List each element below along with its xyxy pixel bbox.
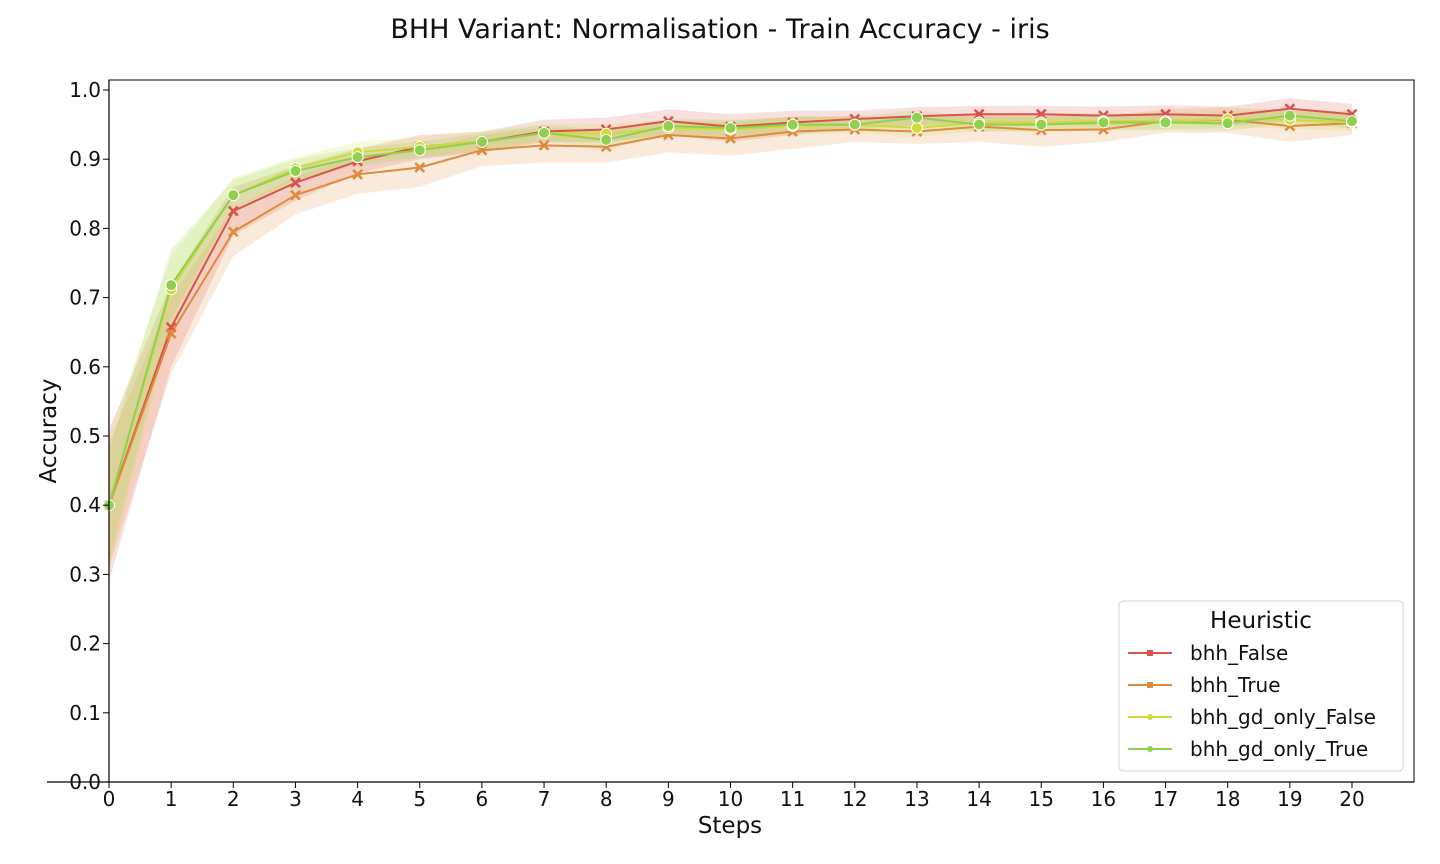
x-tick-label: 0 [103,787,116,811]
data-point-circle-marker [1035,118,1048,131]
y-tick-label: 1.0 [69,78,101,102]
chart-title: BHH Variant: Normalisation - Train Accur… [390,14,1049,45]
data-point-circle-marker [1346,115,1358,128]
y-tick-label: 0.1 [69,701,101,725]
data-point-circle-marker [910,111,923,124]
legend-item: bhh_gd_only_False [1128,705,1376,729]
y-axis-label: Accuracy [36,378,62,483]
legend-item: bhh_True [1128,673,1281,697]
data-point-circle-marker [724,122,737,135]
x-tick-label: 11 [780,787,805,811]
y-tick-label: 0.4 [69,493,101,517]
x-axis-ticks: 0 1 2 3 4 5 6 7 8 9 10 11 12 13 14 15 16 17 18 19 20 [103,782,1365,811]
data-point-circle-marker [1221,117,1234,130]
data-point-x-marker [725,133,736,144]
y-tick-label: 0.0 [69,770,101,794]
y-axis-ticks: 0.0 0.1 0.2 0.3 0.4 0.5 0.6 0.7 0.8 0.9 1.0 [69,78,109,794]
x-tick-label: 5 [413,787,426,811]
x-tick-label: 12 [842,787,867,811]
data-point-circle-marker [910,122,923,135]
data-point-circle-marker [1159,116,1172,129]
x-tick-label: 7 [538,787,551,811]
data-point-circle-marker [1097,116,1110,129]
data-point-x-marker [414,162,426,173]
data-point-x-marker [1035,108,1047,120]
legend-label: bhh_gd_only_True [1190,737,1368,761]
y-tick-label: 0.8 [69,216,101,240]
x-tick-label: 14 [966,787,991,811]
x-tick-label: 13 [904,787,929,811]
data-point-x-marker [352,169,364,180]
y-tick-label: 0.9 [69,147,101,171]
data-point-x-marker [165,328,177,340]
data-point-x-marker [227,205,239,217]
y-tick-label: 0.5 [69,424,101,448]
x-tick-label: 19 [1277,787,1302,811]
y-tick-label: 0.3 [69,562,101,586]
x-tick-label: 2 [227,787,240,811]
data-point-x-marker [290,189,301,201]
legend-label: bhh_True [1190,673,1281,697]
data-point-x-marker [538,139,550,151]
series-markers [103,103,1358,512]
y-tick-label: 0.7 [69,286,101,310]
data-point-circle-marker [848,118,861,131]
legend-swatch-marker [1147,650,1153,656]
data-point-circle-marker [351,151,364,164]
data-point-x-marker [973,108,985,120]
data-point-x-marker [290,177,301,189]
x-tick-label: 18 [1215,787,1240,811]
x-tick-label: 10 [718,787,743,811]
legend-swatch-marker [1147,746,1153,752]
data-point-circle-marker [475,135,488,148]
x-tick-label: 1 [165,787,178,811]
x-axis-label: Steps [698,813,762,839]
x-tick-label: 17 [1153,787,1178,811]
x-tick-label: 3 [289,787,302,811]
legend-title: Heuristic [1210,608,1312,634]
x-tick-label: 15 [1029,787,1054,811]
legend-swatch-marker [1147,682,1153,688]
data-point-circle-marker [289,164,302,177]
data-point-circle-marker [973,118,986,131]
data-point-x-marker [227,226,239,238]
x-tick-label: 6 [476,787,489,811]
data-point-circle-marker [538,126,551,139]
legend-label: bhh_False [1190,641,1288,665]
data-point-circle-marker [165,279,178,292]
legend-swatch-marker [1147,714,1153,720]
legend: Heuristic bhh_False bhh_True bhh_gd_only_F… [1118,600,1404,772]
data-point-circle-marker [413,144,426,157]
data-point-circle-marker [600,133,613,146]
x-tick-label: 16 [1091,787,1116,811]
legend-item: bhh_gd_only_True [1128,737,1368,761]
data-point-circle-marker [227,189,240,202]
x-tick-label: 8 [600,787,613,811]
x-tick-label: 9 [662,787,675,811]
legend-item: bhh_False [1128,641,1288,665]
x-tick-label: 20 [1339,787,1364,811]
legend-label: bhh_gd_only_False [1190,705,1376,729]
y-tick-label: 0.6 [69,355,101,379]
x-tick-label: 4 [351,787,364,811]
data-point-circle-marker [1283,109,1296,122]
y-tick-label: 0.2 [69,632,101,656]
data-point-circle-marker [662,119,675,132]
legend-box [1118,600,1404,772]
data-point-x-marker [476,144,488,156]
data-point-circle-marker [786,118,799,131]
